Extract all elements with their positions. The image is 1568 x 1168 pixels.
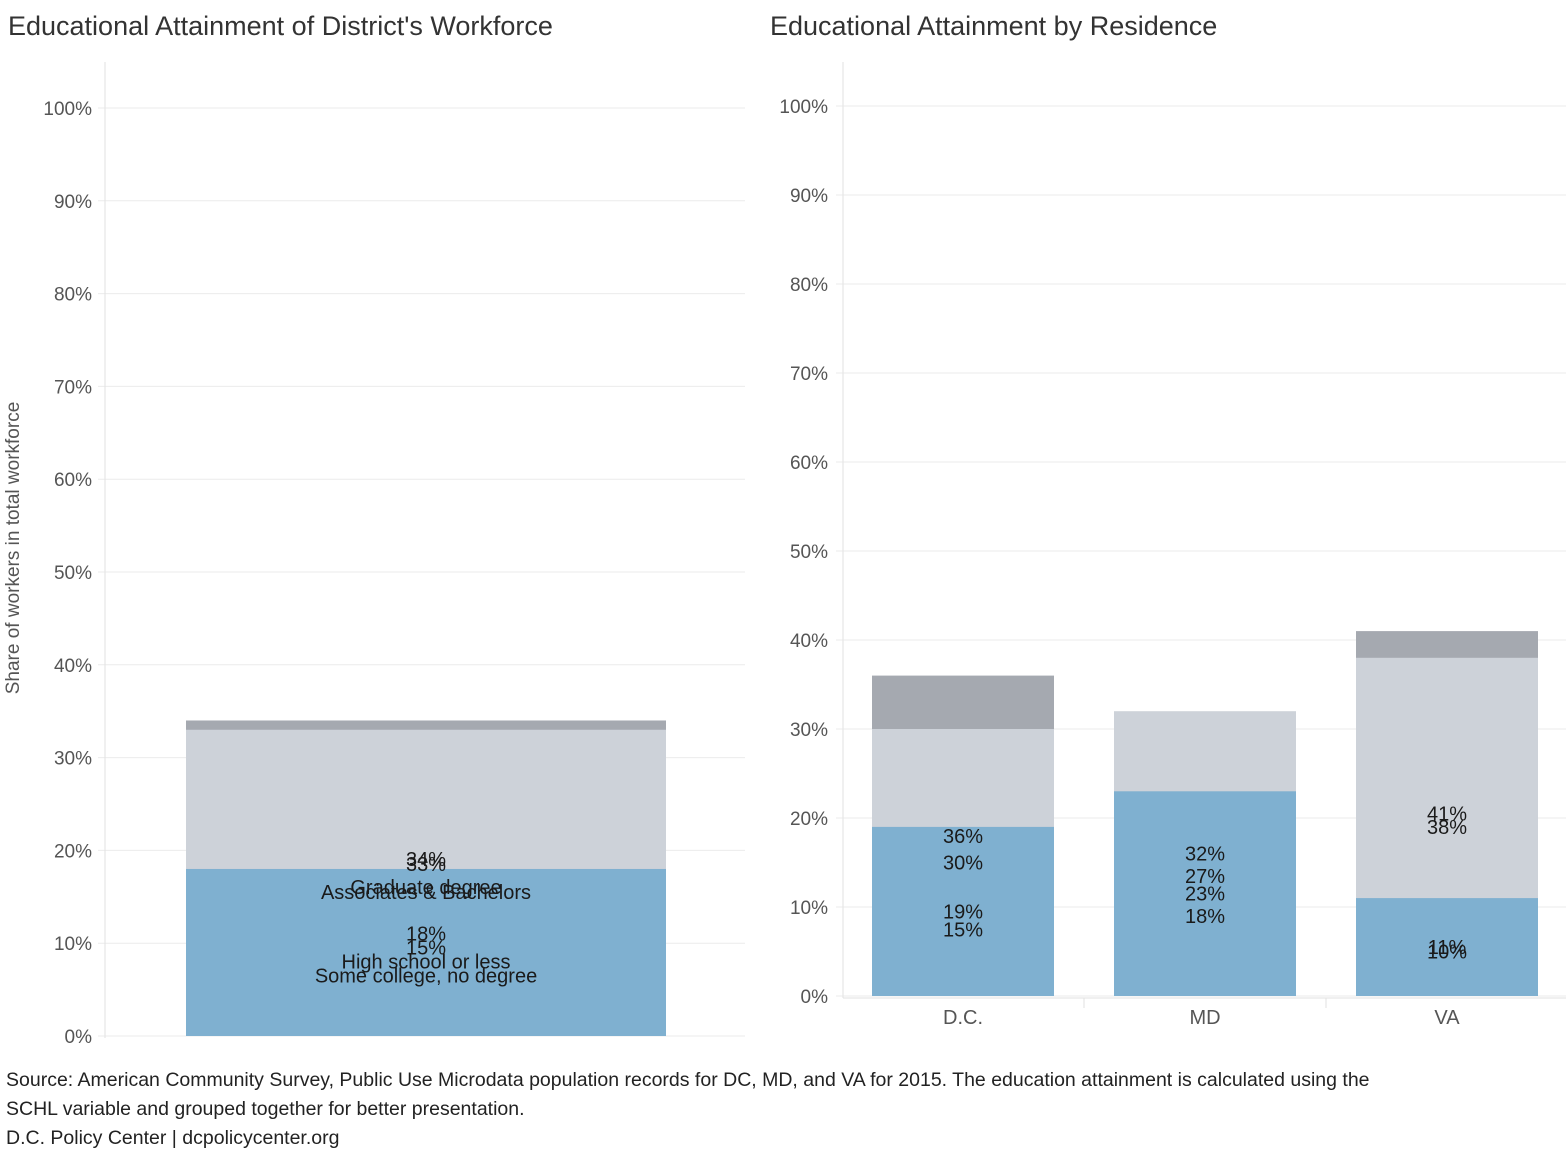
right-segment-value-label: 32% [1185,844,1225,866]
left-y-axis-title: Share of workers in total workforce [3,402,24,695]
left-segment-value-label: 15% [406,937,446,959]
left-bar-segment-high_school [186,868,666,1036]
credit-line: D.C. Policy Center | dcpolicycenter.org [6,1127,340,1149]
right-x-tick-label: VA [1434,1007,1460,1029]
right-segment-value-label: 27% [1185,866,1225,888]
right-segment-value-label: 36% [943,826,983,848]
left-y-tick-label: 20% [54,841,92,862]
right-y-tick-label: 70% [790,364,828,385]
right-segment-value-label: 38% [1427,817,1467,839]
right-bar-segment-high_school [872,826,1054,996]
left-y-tick-label: 30% [54,749,92,770]
right-y-tick-label: 80% [790,275,828,296]
left-chart-title: Educational Attainment of District's Wor… [8,11,553,41]
right-segment-value-label: 15% [943,919,983,941]
left-y-tick-label: 40% [54,656,92,677]
right-bar-segment-high_school [1114,791,1296,996]
left-segment-name-label: Associates & Bachelors [321,882,531,904]
left-y-tick-label: 60% [54,470,92,491]
right-y-tick-label: 30% [790,720,828,741]
left-y-tick-label: 90% [54,192,92,213]
left-y-tick-label: 100% [43,99,92,120]
source-note-line-1: Source: American Community Survey, Publi… [6,1069,1370,1091]
right-y-axis-ticks: 0% 10% 20% 30% 40% 50% 60% 70% 80% 90% 100% [779,97,828,1008]
right-x-tick-label: D.C. [943,1007,983,1029]
left-y-tick-label: 0% [65,1027,93,1048]
right-chart-title: Educational Attainment by Residence [770,11,1217,41]
right-segment-value-label: 11% [1428,937,1467,959]
right-x-axis-ticks: D.C. MD VA [843,997,1566,1029]
right-segment-value-label: 23% [1185,884,1225,906]
left-segment-value-label: 33% [406,854,446,876]
left-bars [186,720,666,1036]
right-y-tick-label: 40% [790,631,828,652]
right-segment-value-label: 18% [1185,906,1225,928]
right-segment-labels: 36% 30% 15%19% 27%32% 18%23% 41%38% 10%11% [943,804,1467,964]
source-note-line-2: SCHL variable and grouped together for b… [6,1098,525,1120]
left-segment-value-label: 34% [406,849,446,871]
chart-footer: Source: American Community Survey, Publi… [6,1066,1556,1153]
right-y-tick-label: 60% [790,453,828,474]
right-bars [872,631,1538,996]
left-y-tick-label: 10% [54,934,92,955]
left-y-tick-label: 70% [54,377,92,398]
left-y-tick-label: 50% [54,563,92,584]
right-segment-value-label: 10% [1427,942,1467,964]
left-segment-name-label: Graduate degree [350,877,501,899]
right-y-tick-label: 50% [790,542,828,563]
right-y-tick-label: 90% [790,186,828,207]
left-y-tick-label: 80% [54,285,92,306]
right-segment-value-label: 30% [943,853,983,875]
right-chart: Educational Attainment by Residence 0% 10… [770,11,1566,1029]
charts-canvas: Educational Attainment of District's Wor… [3,11,1566,1048]
right-x-tick-label: MD [1189,1007,1220,1029]
right-y-tick-label: 0% [801,987,829,1008]
right-segment-value-label: 19% [943,901,983,923]
right-y-tick-label: 10% [790,898,828,919]
left-y-axis-ticks: 0% 10% 20% 30% 40% 50% 60% 70% 80% 90% 100% [43,99,92,1048]
left-segment-name-label: Some college, no degree [315,965,537,987]
right-y-tick-label: 100% [779,97,828,118]
right-segment-value-label: 41% [1427,804,1467,826]
left-chart: Educational Attainment of District's Wor… [3,11,745,1048]
right-bar-segment-high_school [1356,898,1538,996]
left-segment-name-label: High school or less [342,951,511,973]
left-segment-value-label: 18% [406,923,446,945]
right-y-tick-label: 20% [790,809,828,830]
